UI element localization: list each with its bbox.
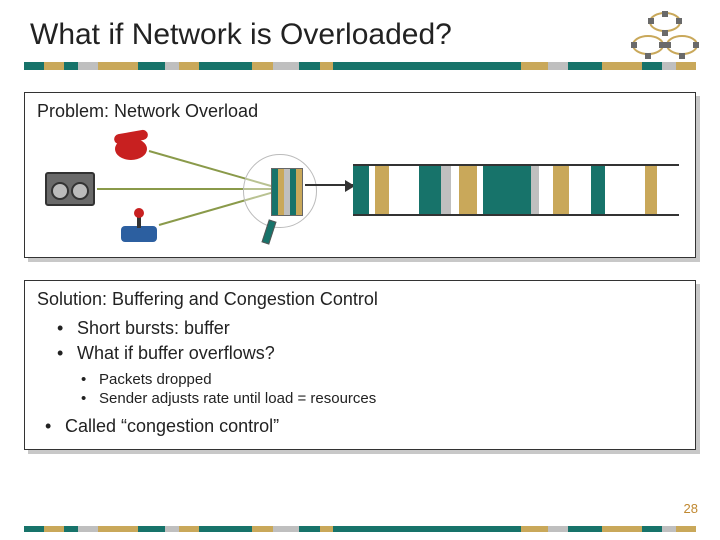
accent-bar-bottom <box>24 526 696 532</box>
bullet-item: Called “congestion control” <box>49 414 683 439</box>
sub-bullet-item: Sender adjusts rate until load = resourc… <box>81 389 683 408</box>
boombox-icon <box>45 172 95 206</box>
buffer-queue <box>271 168 303 216</box>
bullet-item: What if buffer overflows? <box>61 341 683 366</box>
accent-bar-top <box>24 62 696 70</box>
solution-final-bullet: Called “congestion control” <box>37 414 683 439</box>
problem-title: Problem: Network Overload <box>37 101 683 122</box>
output-link-pipe <box>353 164 679 216</box>
overload-diagram <box>37 128 683 248</box>
page-number: 28 <box>684 501 698 516</box>
bullet-item: Short bursts: buffer <box>61 316 683 341</box>
problem-box: Problem: Network Overload <box>24 92 696 258</box>
solution-box: Solution: Buffering and Congestion Contr… <box>24 280 696 450</box>
solution-title: Solution: Buffering and Congestion Contr… <box>37 289 683 310</box>
solution-bullets: Short bursts: buffer What if buffer over… <box>37 316 683 366</box>
network-ring-logo-icon <box>628 10 702 60</box>
sub-bullet-item: Packets dropped <box>81 370 683 389</box>
joystick-icon <box>121 210 161 242</box>
phone-icon <box>115 132 151 162</box>
solution-sub-bullets: Packets dropped Sender adjusts rate unti… <box>37 370 683 408</box>
output-arrow-icon <box>305 184 353 186</box>
slide: What if Network is Overloaded? Problem: … <box>0 0 720 540</box>
slide-title: What if Network is Overloaded? <box>24 18 696 52</box>
